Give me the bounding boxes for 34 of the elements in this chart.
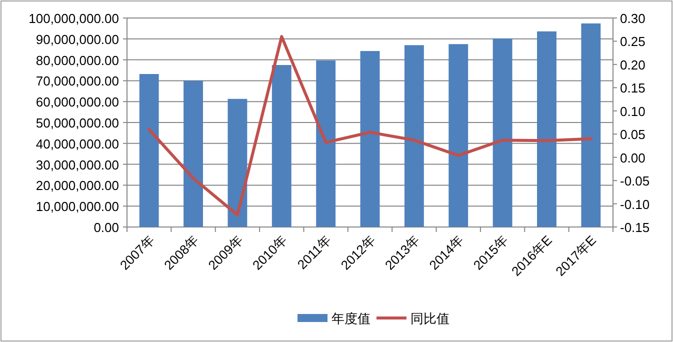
y-tick-label: 30,000,000.00 bbox=[36, 157, 119, 172]
y2-tick-label: 0.10 bbox=[620, 104, 646, 119]
legend-label: 年度值 bbox=[332, 311, 370, 326]
y-tick-label: 50,000,000.00 bbox=[36, 116, 119, 130]
y-tick-label: 70,000,000.00 bbox=[36, 74, 119, 89]
bar bbox=[184, 80, 203, 227]
bar bbox=[360, 51, 380, 227]
y2-tick-label: 0.05 bbox=[620, 127, 646, 142]
y-tick-label: 40,000,000.00 bbox=[36, 136, 119, 152]
y2-tick-label: 0.15 bbox=[620, 80, 646, 96]
y2-tick-label: 0.30 bbox=[620, 11, 646, 26]
y-tick-label: 20,000,000.00 bbox=[36, 178, 119, 194]
y-tick-label: 100,000,000.00 bbox=[28, 11, 119, 26]
bar bbox=[272, 65, 292, 227]
y-tick-label: 0.00 bbox=[94, 220, 119, 235]
bar bbox=[139, 74, 159, 227]
y-tick-label: 90,000,000.00 bbox=[36, 32, 119, 47]
bar bbox=[581, 23, 601, 227]
y2-tick-label: 0.00 bbox=[620, 150, 646, 166]
bar bbox=[228, 98, 248, 227]
y2-tick-label: 0.20 bbox=[620, 57, 646, 72]
bar bbox=[448, 44, 468, 227]
y2-tick-label: -0.05 bbox=[620, 174, 650, 189]
y2-tick-label: 0.25 bbox=[620, 34, 646, 50]
legend-label: 同比值 bbox=[410, 311, 450, 326]
bar bbox=[537, 31, 556, 227]
bar bbox=[316, 60, 336, 227]
bar bbox=[492, 38, 512, 227]
y-tick-label: 80,000,000.00 bbox=[36, 52, 119, 68]
y2-tick-label: -0.15 bbox=[620, 220, 650, 235]
y-tick-label: 10,000,000.00 bbox=[36, 199, 119, 214]
y2-tick-label: -0.10 bbox=[620, 196, 650, 212]
bar bbox=[404, 45, 424, 227]
y-tick-label: 60,000,000.00 bbox=[36, 94, 119, 110]
